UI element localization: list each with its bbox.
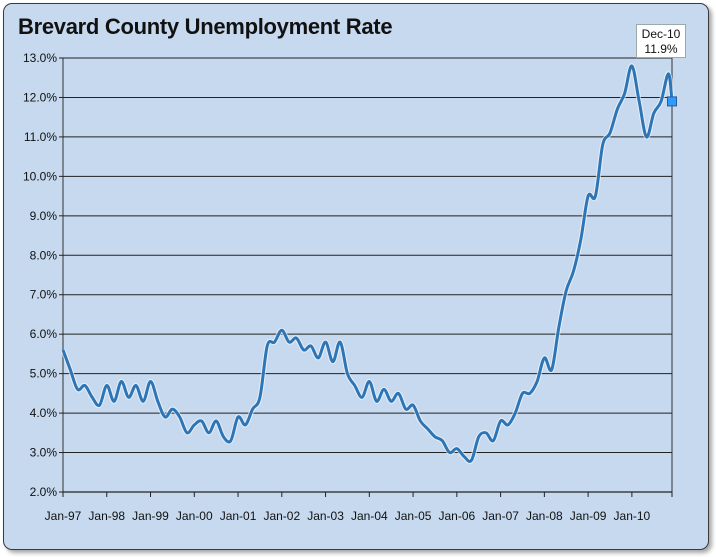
x-tick-label: Jan-01 bbox=[220, 509, 257, 523]
x-tick-label: Jan-00 bbox=[176, 509, 213, 523]
series-line-halo bbox=[60, 63, 675, 464]
y-tick-label: 4.0% bbox=[30, 406, 58, 420]
y-tick-label: 2.0% bbox=[30, 485, 58, 499]
y-tick-label: 7.0% bbox=[30, 288, 58, 302]
callout-value: 11.9% bbox=[644, 42, 678, 56]
plot-area bbox=[60, 63, 677, 464]
x-tick-label: Jan-97 bbox=[45, 509, 82, 523]
x-tick-label: Jan-10 bbox=[614, 509, 651, 523]
x-tick-label: Jan-09 bbox=[570, 509, 607, 523]
x-tick-label: Jan-99 bbox=[132, 509, 169, 523]
y-tick-label: 12.0% bbox=[23, 90, 57, 104]
x-tick-label: Jan-03 bbox=[307, 509, 344, 523]
y-tick-label: 6.0% bbox=[30, 327, 58, 341]
x-tick-label: Jan-08 bbox=[526, 509, 563, 523]
x-tick-label: Jan-98 bbox=[88, 509, 125, 523]
y-tick-label: 10.0% bbox=[23, 169, 57, 183]
x-tick-label: Jan-07 bbox=[482, 509, 519, 523]
x-tick-label: Jan-05 bbox=[395, 509, 432, 523]
y-tick-label: 3.0% bbox=[30, 446, 58, 460]
x-tick-label: Jan-04 bbox=[351, 509, 388, 523]
x-axis-ticks: Jan-97 Jan-98 Jan-99 Jan-00 Jan-01 Jan-02 Jan-… bbox=[45, 509, 651, 523]
y-tick-label: 5.0% bbox=[30, 367, 58, 381]
data-callout: Dec-10 11.9% bbox=[636, 24, 686, 58]
last-point-marker bbox=[667, 96, 677, 107]
x-tick-label: Jan-06 bbox=[438, 509, 475, 523]
callout-label: Dec-10 bbox=[641, 27, 681, 41]
series-line bbox=[61, 64, 674, 463]
x-tick-label: Jan-02 bbox=[263, 509, 300, 523]
y-tick-label: 13.0% bbox=[23, 51, 57, 65]
y-axis-ticks: 2.0% 3.0% 4.0% 5.0% 6.0% 7.0% 8.0% 9.0% 10.0% 11.… bbox=[23, 51, 57, 499]
chart-frame: Brevard County Unemployment Rate bbox=[3, 3, 709, 550]
y-tick-label: 9.0% bbox=[30, 209, 58, 223]
gridlines bbox=[59, 57, 673, 497]
y-tick-label: 8.0% bbox=[30, 248, 58, 262]
y-tick-label: 11.0% bbox=[24, 130, 57, 144]
chart-title: Brevard County Unemployment Rate bbox=[18, 14, 393, 39]
